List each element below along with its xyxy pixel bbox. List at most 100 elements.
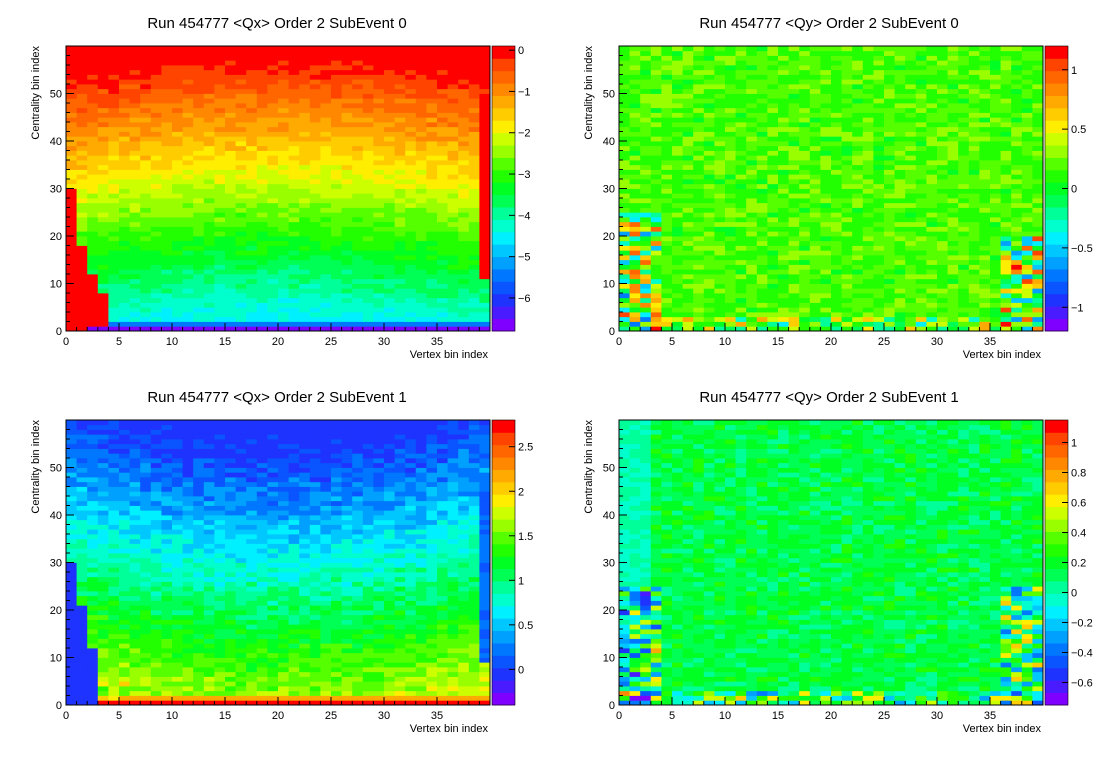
heatmap-cell [788,150,800,156]
heatmap-cell [97,264,109,270]
heatmap-cell [161,88,173,94]
heatmap-cell [650,131,662,137]
heatmap-cell [384,193,395,199]
heatmap-cell [172,145,183,151]
heatmap-cell [331,131,342,137]
heatmap-cell [629,46,641,52]
heatmap-cell [288,55,300,61]
heatmap-cell [650,264,662,270]
heatmap-cell [968,297,980,303]
heatmap-cell [320,46,332,52]
heatmap-cell [426,307,438,313]
heatmap-cell [140,164,152,170]
heatmap-cell [841,107,853,113]
heatmap-cell [884,269,895,275]
heatmap-cell [405,98,417,104]
heatmap-cell [619,278,630,284]
heatmap-cell [640,326,652,332]
heatmap-cell [756,236,768,242]
heatmap-cell [809,278,821,284]
heatmap-cell [884,107,895,113]
heatmap-cell [140,79,152,85]
heatmap-cell [1032,155,1044,161]
heatmap-cell [852,269,864,275]
heatmap-cell [619,160,630,166]
heatmap-cell [990,307,1001,313]
heatmap-cell [66,60,77,66]
heatmap-cell [756,250,768,256]
heatmap-cell [278,278,289,284]
heatmap-cell [278,293,289,299]
heatmap-cell [672,136,683,142]
heatmap-cell [852,169,864,175]
heatmap-cell [915,297,927,303]
heatmap-cell [894,65,906,71]
heatmap-cell [1011,155,1023,161]
heatmap-cell [725,117,736,123]
heatmap-cell [672,269,683,275]
heatmap-cell [373,65,385,71]
heatmap-cell [725,136,736,142]
heatmap-cell [426,107,438,113]
heatmap-cell [894,217,906,223]
heatmap-cell [278,188,289,194]
heatmap-cell [246,55,258,61]
heatmap-cell [1011,69,1023,75]
heatmap-cell [735,221,747,227]
heatmap-cell [320,117,332,123]
heatmap-cell [373,259,385,265]
heatmap-cell [926,122,938,128]
heatmap-cell [1021,98,1033,104]
heatmap-cell [767,278,779,284]
heatmap-cell [640,60,652,66]
heatmap-cell [820,202,832,208]
heatmap-cell [714,69,726,75]
heatmap-cell [915,122,927,128]
heatmap-cell [735,236,747,242]
heatmap-cell [256,221,268,227]
heatmap-cell [1032,202,1044,208]
heatmap-cell [990,316,1001,322]
heatmap-cell [693,69,705,75]
heatmap-cell [235,293,247,299]
heatmap-cell [193,136,205,142]
heatmap-cell [278,93,289,99]
heatmap-cell [479,207,491,213]
heatmap-cell [703,198,715,204]
heatmap-cell [161,112,173,118]
heatmap-cell [756,326,768,332]
heatmap-cell [682,264,694,270]
heatmap-cell [693,193,705,199]
heatmap-cell [193,164,205,170]
heatmap-cell [203,212,215,218]
heatmap-cell [958,255,970,261]
heatmap-cell [947,50,959,56]
heatmap-cell [820,117,832,123]
heatmap-cell [1000,321,1012,327]
heatmap-cell [629,207,641,213]
heatmap-cell [214,50,226,56]
heatmap-cell [256,226,268,232]
heatmap-cell [87,255,99,261]
heatmap-cell [672,221,683,227]
heatmap-cell [458,198,470,204]
heatmap-cell [384,226,395,232]
heatmap-cell [990,283,1001,289]
heatmap-cell [990,193,1001,199]
heatmap-cell [1021,302,1033,308]
heatmap-cell [756,269,768,275]
heatmap-cell [235,193,247,199]
heatmap-cell [119,55,130,61]
heatmap-cell [161,240,173,246]
heatmap-cell [437,122,448,128]
heatmap-cell [352,103,364,109]
heatmap-cell [661,131,673,137]
heatmap-cell [852,112,864,118]
heatmap-cell [479,217,491,223]
heatmap-cell [650,98,662,104]
heatmap-cell [799,169,811,175]
heatmap-cell [415,174,427,180]
heatmap-cell [672,307,683,313]
heatmap-cell [703,283,715,289]
heatmap-cell [767,50,779,56]
